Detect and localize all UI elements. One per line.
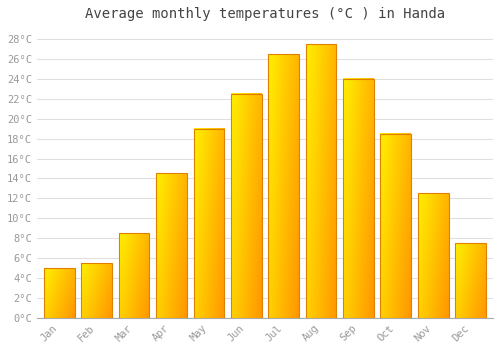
Bar — [156, 174, 187, 318]
Bar — [231, 94, 262, 318]
Bar — [44, 268, 74, 318]
Bar — [156, 174, 187, 318]
Bar — [380, 134, 411, 318]
Bar — [380, 134, 411, 318]
Bar — [418, 194, 448, 318]
Bar — [82, 263, 112, 318]
Bar — [44, 268, 74, 318]
Bar — [456, 243, 486, 318]
Bar — [194, 129, 224, 318]
Title: Average monthly temperatures (°C ) in Handa: Average monthly temperatures (°C ) in Ha… — [85, 7, 445, 21]
Bar — [306, 44, 336, 318]
Bar — [268, 54, 299, 318]
Bar — [343, 79, 374, 318]
Bar — [82, 263, 112, 318]
Bar — [418, 194, 448, 318]
Bar — [306, 44, 336, 318]
Bar — [118, 233, 150, 318]
Bar — [194, 129, 224, 318]
Bar — [268, 54, 299, 318]
Bar — [343, 79, 374, 318]
Bar — [118, 233, 150, 318]
Bar — [231, 94, 262, 318]
Bar — [456, 243, 486, 318]
